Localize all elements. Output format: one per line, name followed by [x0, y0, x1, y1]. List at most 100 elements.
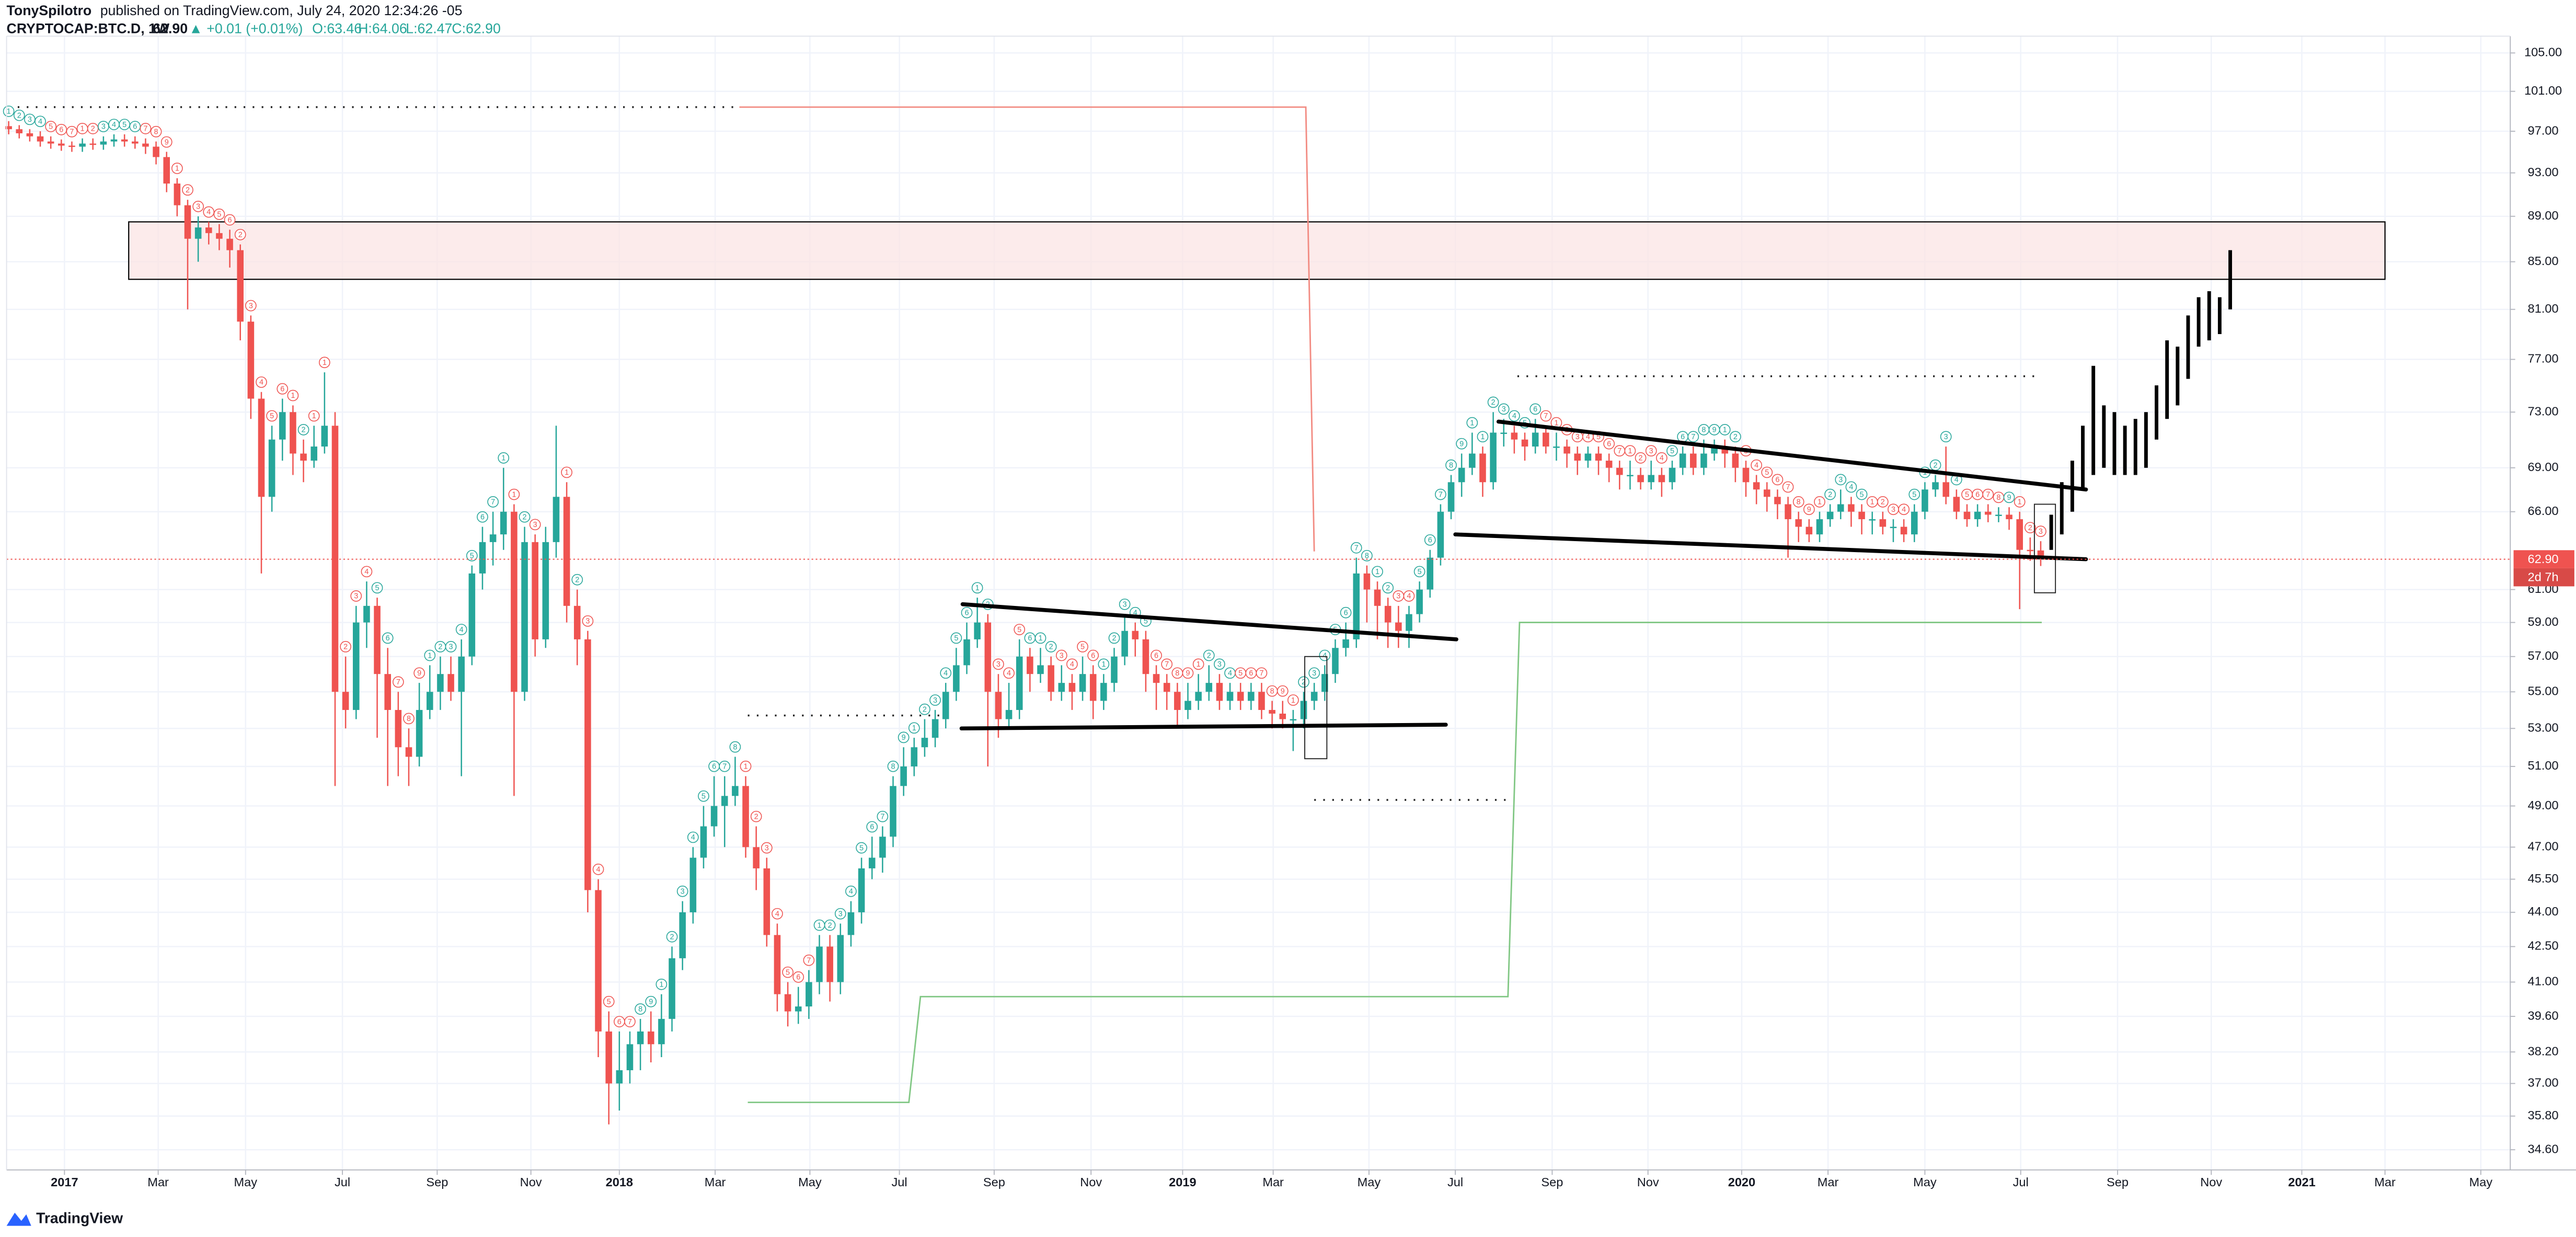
candle-body — [1669, 467, 1676, 483]
td-count: 4 — [459, 626, 464, 634]
td-count: 8 — [1365, 552, 1369, 560]
td-marker — [150, 125, 162, 138]
td-marker — [1055, 649, 1067, 661]
candle-body — [953, 665, 960, 692]
td-marker — [519, 511, 531, 523]
y-tick-label: 49.00 — [2528, 798, 2559, 812]
td-count: 4 — [1902, 506, 1906, 514]
td-count: 4 — [1754, 461, 1758, 469]
td-count: 1 — [291, 392, 295, 400]
candle-body — [374, 605, 381, 674]
trend-line — [960, 602, 1458, 642]
td-marker — [192, 201, 204, 212]
td-marker — [529, 519, 541, 531]
td-count: 7 — [722, 762, 727, 771]
td-count: 5 — [1017, 626, 1021, 634]
candle-body — [774, 935, 781, 994]
td-count: 8 — [1701, 426, 1706, 434]
td-count: 1 — [1197, 660, 1201, 669]
td-count: 5 — [859, 844, 864, 852]
candle-body — [47, 141, 54, 144]
td-count: 1 — [1818, 498, 1822, 507]
td-marker — [898, 731, 910, 743]
candle-body — [268, 439, 275, 497]
td-count: 4 — [849, 887, 853, 896]
td-count: 2 — [754, 812, 758, 821]
td-marker — [856, 842, 867, 854]
td-count: 1 — [975, 584, 980, 592]
candle-body — [658, 1018, 665, 1045]
candle-body — [489, 534, 497, 542]
td-count: 9 — [165, 138, 169, 146]
td-marker — [761, 842, 773, 854]
td-count: 6 — [1154, 651, 1158, 660]
td-marker — [772, 908, 783, 920]
td-count: 5 — [1080, 643, 1085, 651]
stop-line-green — [748, 622, 2042, 1103]
x-tick-label: 2017 — [51, 1175, 78, 1189]
td-marker — [582, 615, 594, 627]
candle-body — [1963, 511, 1971, 520]
candle-body — [1332, 648, 1339, 674]
td-count: 5 — [1860, 490, 1864, 499]
candle-body — [1816, 519, 1823, 535]
candle-body — [1205, 683, 1213, 692]
candle-body — [174, 184, 181, 205]
td-marker — [1456, 438, 1468, 450]
candle-body — [563, 497, 570, 606]
td-count: 2 — [1733, 433, 1738, 441]
candle-body — [1058, 683, 1065, 692]
candle-body — [279, 412, 286, 440]
author: TonySpilotro — [7, 3, 92, 18]
td-count: 3 — [449, 643, 453, 651]
x-tick-label: Jul — [335, 1175, 350, 1189]
candle-body — [1932, 482, 1939, 490]
td-marker — [950, 632, 962, 644]
candle-body — [1616, 467, 1623, 475]
td-marker — [1487, 396, 1499, 408]
x-tick-label: 2021 — [2288, 1175, 2315, 1189]
candle-body — [1290, 719, 1297, 721]
td-marker — [792, 971, 804, 983]
td-count: 2 — [575, 576, 579, 584]
x-tick-label: Nov — [1080, 1175, 1102, 1189]
candle-body — [1184, 701, 1191, 710]
td-count: 1 — [1375, 568, 1379, 576]
td-count: 4 — [1228, 669, 1232, 678]
td-marker — [2014, 496, 2026, 508]
y-tick-label: 34.60 — [2528, 1142, 2559, 1155]
td-count: 9 — [1807, 506, 1811, 514]
y-tick-label: 39.60 — [2528, 1009, 2559, 1022]
td-marker — [740, 760, 752, 772]
td-count: 7 — [396, 678, 400, 686]
td-marker — [719, 760, 731, 772]
td-count: 8 — [733, 743, 737, 751]
candle-body — [1605, 461, 1613, 468]
candle-body — [911, 747, 918, 766]
highlight-box — [2033, 503, 2056, 593]
td-count: 1 — [1870, 498, 1874, 507]
td-marker — [971, 582, 983, 594]
td-count: 2 — [17, 111, 21, 120]
candle-body — [1216, 683, 1223, 701]
last-price: 62.90 — [153, 21, 188, 37]
td-count: 3 — [1891, 506, 1895, 514]
candle-body — [1742, 467, 1750, 483]
candle-body — [184, 205, 191, 239]
td-marker — [1466, 417, 1478, 429]
td-count: 1 — [7, 108, 11, 116]
candle-body — [226, 238, 233, 250]
td-marker — [1761, 466, 1773, 478]
candle-body — [1553, 446, 1560, 448]
x-tick-label: Jul — [1447, 1175, 1463, 1189]
candle-body — [1679, 453, 1686, 468]
td-count: 4 — [1586, 433, 1590, 441]
y-tick-label: 89.00 — [2528, 209, 2559, 222]
td-count: 3 — [1838, 476, 1843, 484]
candle-body — [321, 426, 328, 447]
candle-body — [1689, 453, 1697, 468]
td-marker — [66, 125, 78, 138]
candle-body — [1132, 631, 1139, 639]
y-tick-label: 44.00 — [2528, 904, 2559, 918]
